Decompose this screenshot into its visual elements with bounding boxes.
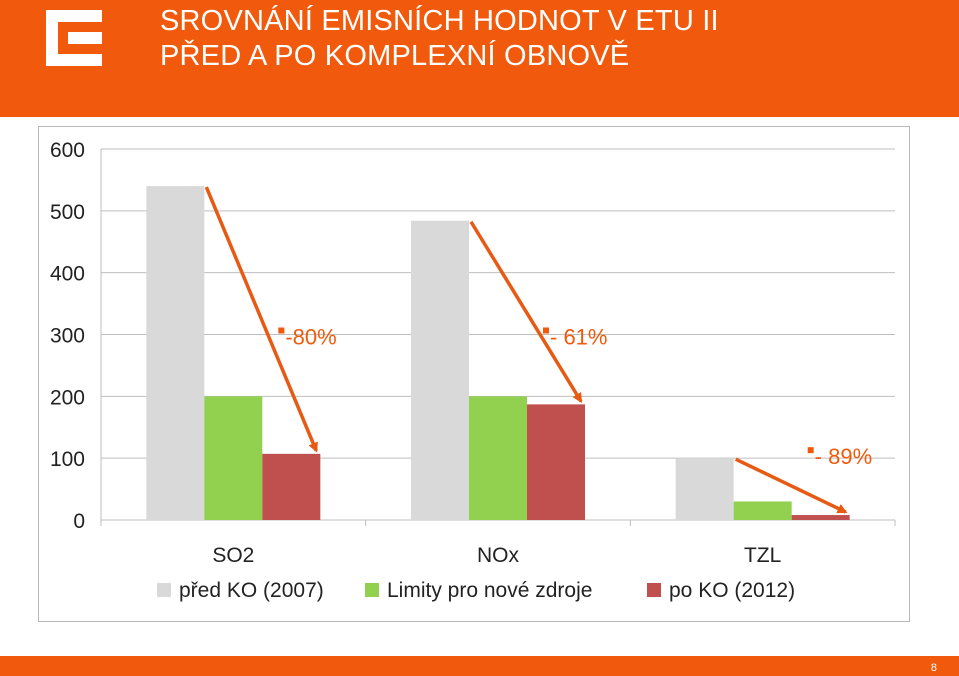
y-tick-label: 0	[73, 510, 85, 533]
legend-label: Limity pro nové zdroje	[387, 579, 592, 602]
x-category-label: SO2	[212, 544, 254, 567]
bar-nox-series-3	[527, 404, 585, 520]
x-category-label: TZL	[744, 544, 781, 567]
annotation-bullet-icon	[807, 447, 814, 454]
bar-tzl-series-3	[791, 515, 850, 520]
footer-bar: 8	[0, 656, 959, 676]
y-tick-label: 500	[50, 201, 85, 224]
reduction-arrow	[734, 457, 848, 514]
header-bar: SROVNÁNÍ EMISNÍCH HODNOT V ETU II PŘED A…	[0, 0, 959, 117]
legend-swatch	[365, 583, 379, 597]
annotation-bullet-icon	[278, 327, 285, 334]
page-number: 8	[930, 662, 937, 674]
legend-swatch	[647, 583, 661, 597]
slide-title-line-2: PŘED A PO KOMPLEXNÍ OBNOVĚ	[160, 40, 630, 72]
legend-label: před KO (2007)	[179, 579, 324, 602]
chart-area: 0 100 200 300 400 500 600 SO2 NOx TZL -80% - 61% - 8…	[38, 126, 910, 622]
annotation-bullet-icon	[543, 327, 549, 334]
y-tick-label: 200	[50, 386, 85, 409]
y-tick-label: 600	[50, 139, 85, 162]
bar-nox-series-1	[411, 220, 469, 520]
reduction-annotation: - 89%	[815, 444, 872, 469]
y-tick-label: 300	[50, 325, 85, 348]
bar-tzl-series-1	[675, 458, 734, 520]
x-category-label: NOx	[477, 544, 520, 567]
reduction-arrow	[204, 186, 318, 453]
emissions-bar-chart: 0 100 200 300 400 500 600 SO2 NOx TZL -80% - 61% - 8…	[50, 139, 896, 602]
legend-label: po KO (2012)	[669, 579, 795, 602]
y-tick-label: 100	[50, 448, 85, 471]
company-logo-icon	[46, 10, 102, 66]
reduction-annotation: -80%	[285, 325, 336, 350]
y-tick-label: 400	[50, 263, 85, 286]
bar-nox-series-2	[469, 396, 527, 520]
slide-title-line-1: SROVNÁNÍ EMISNÍCH HODNOT V ETU II	[160, 5, 719, 37]
bar-so2-series-2	[204, 396, 263, 520]
legend-swatch	[157, 583, 171, 597]
reduction-arrow	[469, 220, 583, 404]
bar-tzl-series-2	[733, 501, 792, 520]
bar-so2-series-1	[146, 186, 205, 520]
reduction-annotation: - 61%	[550, 325, 607, 350]
bar-so2-series-3	[262, 453, 321, 520]
